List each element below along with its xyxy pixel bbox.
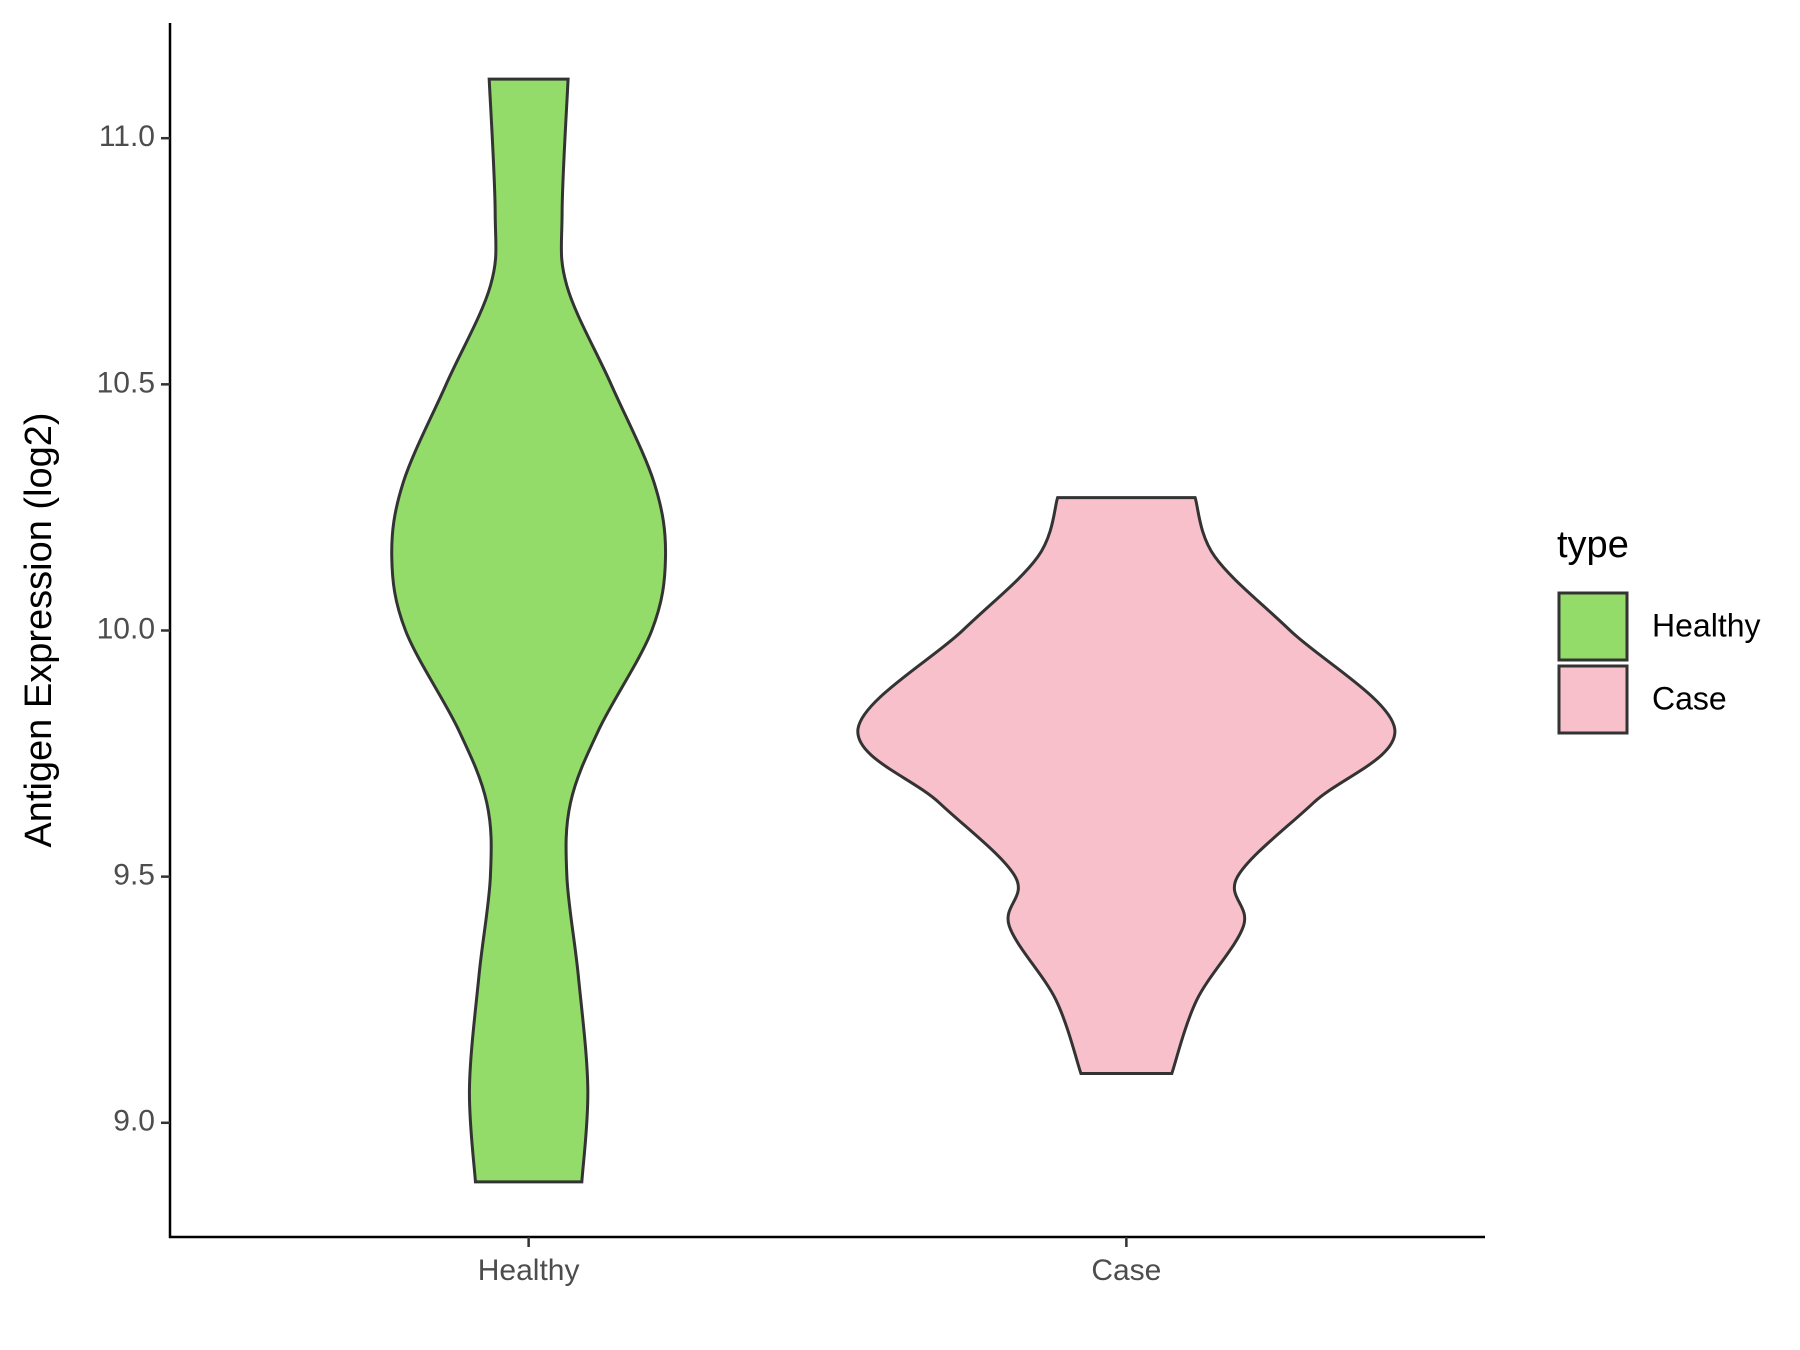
violin <box>390 77 668 1184</box>
y-tick-label: 10.5 <box>97 366 155 399</box>
y-axis-title: Antigen Expression (log2) <box>18 412 60 847</box>
y-tick-label: 11.0 <box>99 120 155 153</box>
y-tick-label: 9.5 <box>113 859 155 892</box>
legend-key <box>1557 591 1629 662</box>
x-tick-label: Healthy <box>478 1254 580 1287</box>
legend-label: Case <box>1652 680 1727 716</box>
legend-title: type <box>1557 524 1629 566</box>
legend-key <box>1557 664 1629 735</box>
legend-label: Healthy <box>1652 607 1761 643</box>
x-tick-label: Case <box>1091 1254 1161 1287</box>
y-tick-label: 9.0 <box>113 1105 155 1138</box>
violin <box>856 496 1397 1076</box>
y-tick-label: 10.0 <box>97 612 155 645</box>
